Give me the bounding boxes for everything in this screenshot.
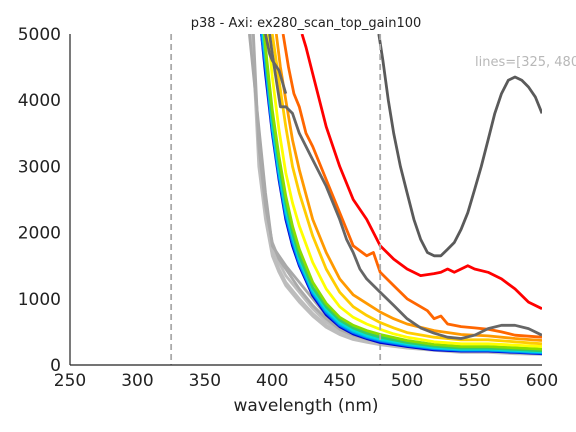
y-tick-label: 1000	[18, 290, 61, 310]
series-line-16	[300, 34, 542, 310]
y-tick-label: 5000	[18, 25, 61, 45]
y-tick-label: 2000	[18, 224, 61, 244]
series-line-19	[377, 34, 542, 258]
y-tick-label: 0	[50, 356, 61, 376]
series-line-14	[274, 34, 542, 342]
series-line-12	[266, 34, 542, 348]
x-axis-label: wavelength (nm)	[233, 396, 378, 416]
x-tick-label: 600	[526, 371, 558, 391]
y-tick-label: 4000	[18, 91, 61, 111]
series-line-13	[270, 34, 542, 346]
tick-labels: 250 300 350 400 450 500 550 600 0 1000 2000 3000 400…	[18, 25, 558, 391]
x-tick-label: 550	[458, 371, 490, 391]
x-tick-label: 250	[54, 371, 86, 391]
series-layer	[248, 34, 542, 356]
chart-title: p38 - Axi: ex280_scan_top_gain100	[191, 16, 422, 31]
annotation-text: lines=[325, 480]	[475, 55, 576, 70]
y-tick-label: 3000	[18, 157, 61, 177]
x-tick-label: 400	[256, 371, 288, 391]
x-tick-label: 450	[323, 371, 355, 391]
series-line-11	[262, 34, 542, 351]
series-line-17	[268, 34, 542, 340]
x-tick-label: 350	[189, 371, 221, 391]
x-tick-label: 500	[391, 371, 423, 391]
series-line-18	[264, 34, 288, 94]
reference-lines	[170, 34, 382, 365]
x-tick-label: 300	[121, 371, 153, 391]
series-line-15	[281, 34, 542, 339]
